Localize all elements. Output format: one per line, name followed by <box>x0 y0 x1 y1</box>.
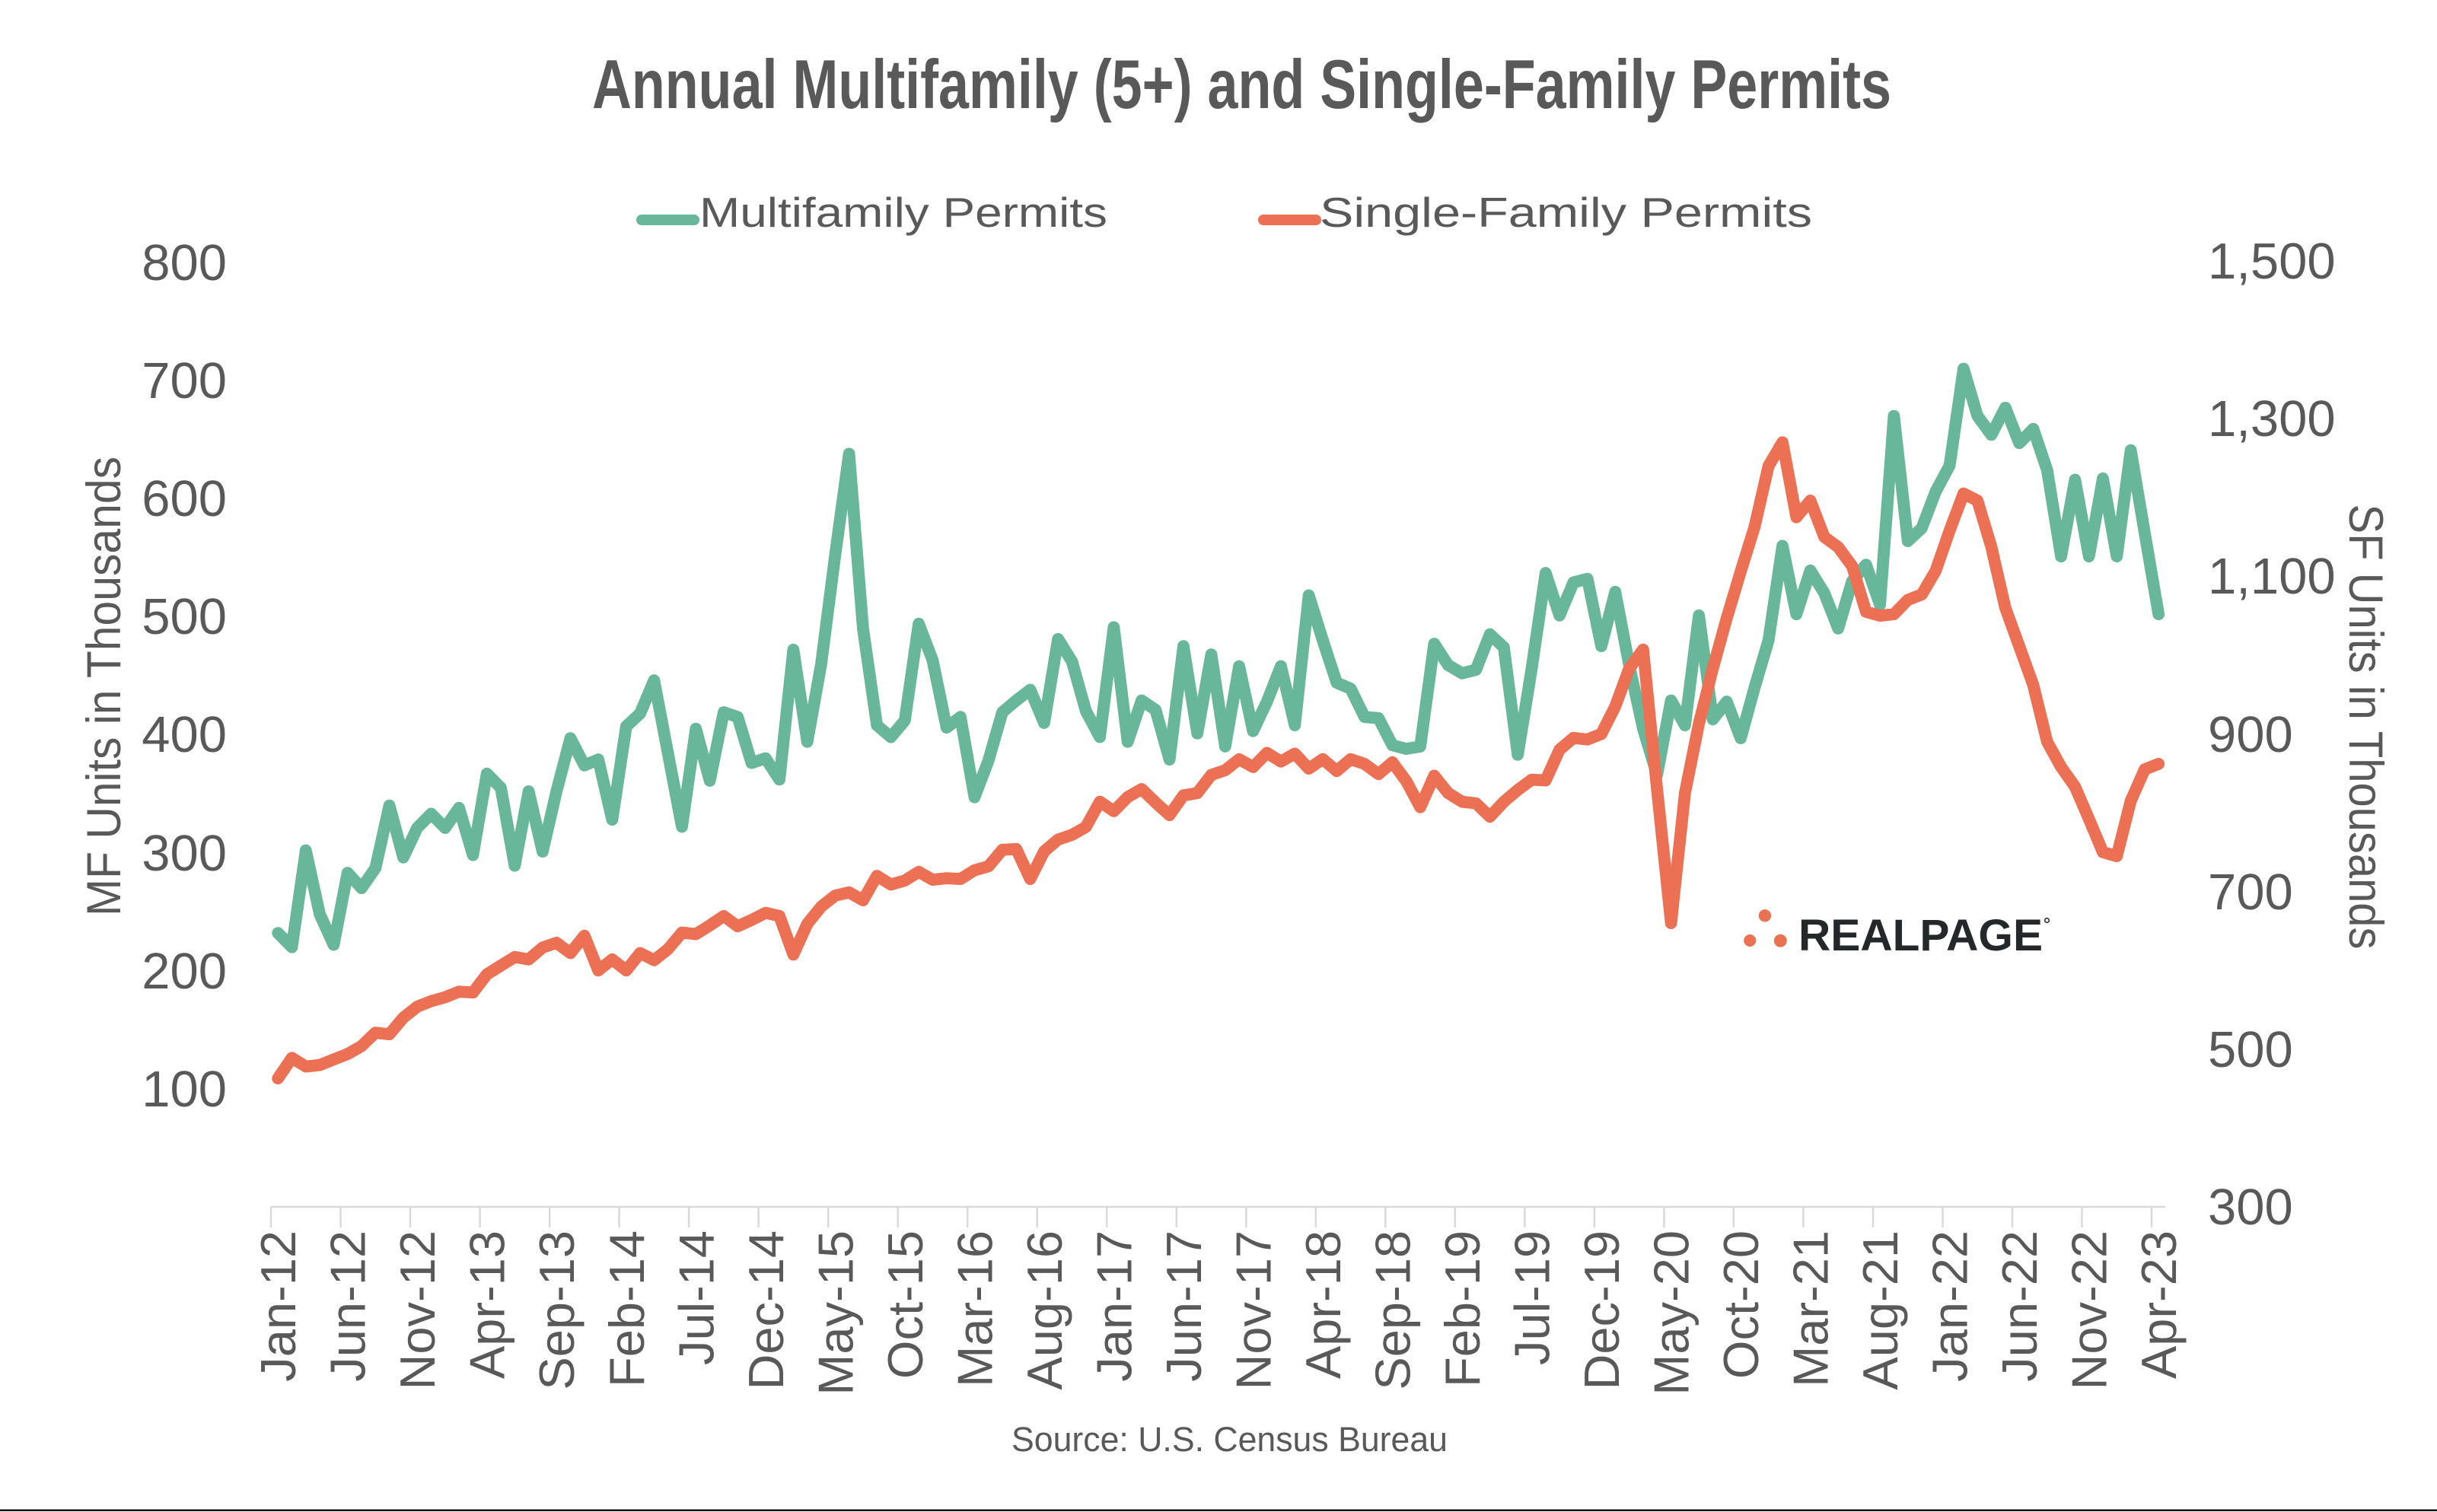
svg-text:Apr-23: Apr-23 <box>2131 1230 2187 1379</box>
svg-text:1,100: 1,100 <box>2208 548 2336 605</box>
svg-text:Jan-22: Jan-22 <box>1923 1230 1978 1382</box>
svg-text:700: 700 <box>2208 864 2293 921</box>
svg-text:Dec-19: Dec-19 <box>1574 1230 1629 1390</box>
svg-text:SF Units in Thousands: SF Units in Thousands <box>2339 505 2392 950</box>
svg-text:Feb-14: Feb-14 <box>599 1230 655 1387</box>
svg-text:Jul-14: Jul-14 <box>668 1230 724 1365</box>
svg-text:600: 600 <box>142 470 227 527</box>
svg-text:REALPAGE: REALPAGE <box>1798 911 2043 960</box>
svg-text:MF Units in Thousands: MF Units in Thousands <box>78 457 131 916</box>
svg-text:300: 300 <box>2208 1179 2293 1236</box>
svg-text:Nov-12: Nov-12 <box>390 1230 445 1390</box>
svg-text:800: 800 <box>142 234 227 291</box>
svg-text:Jan-17: Jan-17 <box>1086 1230 1142 1382</box>
svg-text:Aug-16: Aug-16 <box>1017 1230 1072 1390</box>
svg-text:Source: U.S. Census Bureau: Source: U.S. Census Bureau <box>1011 1420 1448 1459</box>
svg-text:700: 700 <box>142 352 227 409</box>
svg-text:300: 300 <box>142 825 227 882</box>
svg-text:Apr-18: Apr-18 <box>1295 1230 1351 1379</box>
svg-text:Apr-13: Apr-13 <box>460 1230 515 1379</box>
svg-text:Multifamily Permits: Multifamily Permits <box>699 189 1107 236</box>
svg-text:Aug-21: Aug-21 <box>1852 1230 1908 1390</box>
svg-text:May-15: May-15 <box>808 1230 863 1396</box>
svg-text:Mar-21: Mar-21 <box>1783 1230 1839 1387</box>
svg-text:Jun-12: Jun-12 <box>320 1230 376 1382</box>
svg-text:Nov-17: Nov-17 <box>1225 1230 1281 1390</box>
svg-text:Single-Family Permits: Single-Family Permits <box>1320 189 1812 236</box>
svg-text:Jun-22: Jun-22 <box>1992 1230 2047 1382</box>
svg-text:Nov-22: Nov-22 <box>2062 1230 2117 1390</box>
svg-text:500: 500 <box>142 588 227 645</box>
svg-text:Jan-12: Jan-12 <box>250 1230 306 1382</box>
svg-text:1,300: 1,300 <box>2208 390 2336 447</box>
svg-text:200: 200 <box>142 943 227 1000</box>
svg-text:Feb-19: Feb-19 <box>1435 1230 1490 1387</box>
svg-text:Jun-17: Jun-17 <box>1156 1230 1212 1382</box>
svg-text:Sep-18: Sep-18 <box>1365 1230 1421 1390</box>
svg-text:May-20: May-20 <box>1644 1230 1700 1396</box>
svg-text:100: 100 <box>142 1061 227 1118</box>
svg-text:Oct-15: Oct-15 <box>878 1230 933 1379</box>
svg-text:900: 900 <box>2208 706 2293 763</box>
svg-text:500: 500 <box>2208 1021 2293 1078</box>
svg-text:Dec-14: Dec-14 <box>738 1230 794 1390</box>
svg-text:Mar-16: Mar-16 <box>947 1230 1002 1387</box>
svg-text:Annual Multifamily (5+) and Si: Annual Multifamily (5+) and Single-Famil… <box>592 46 1891 123</box>
svg-text:1,500: 1,500 <box>2208 233 2336 290</box>
svg-text:400: 400 <box>142 706 227 763</box>
svg-text:Sep-13: Sep-13 <box>529 1230 585 1390</box>
svg-text:Oct-20: Oct-20 <box>1713 1230 1769 1379</box>
svg-text:Jul-19: Jul-19 <box>1505 1230 1560 1365</box>
